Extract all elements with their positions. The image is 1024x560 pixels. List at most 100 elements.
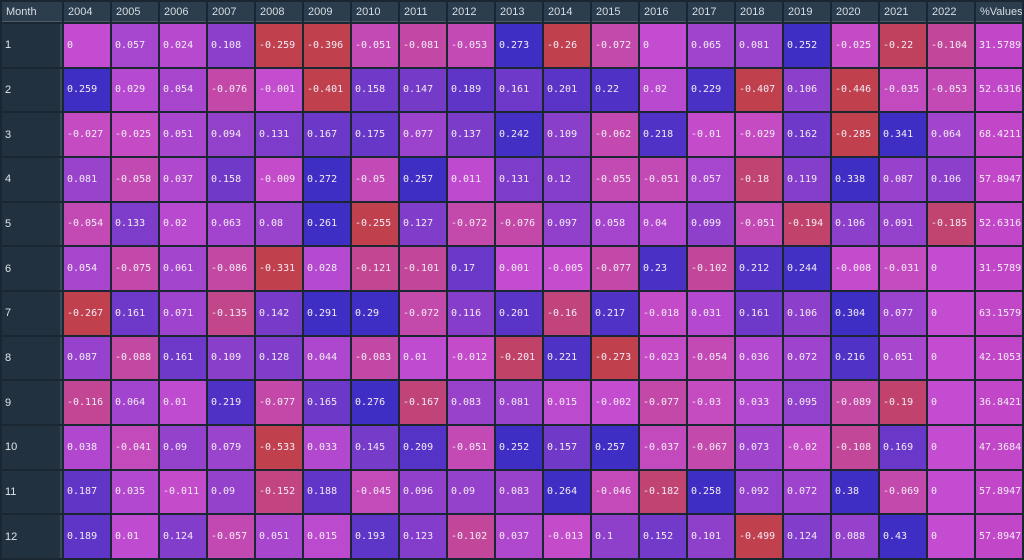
table-row[interactable]: 12 0.189 0.01 0.124 -0.057 0.051 0.015 0.193 0.1… [2, 515, 1022, 558]
value-cell[interactable]: 0.272 [304, 157, 350, 201]
value-cell[interactable]: 0.065 [688, 24, 734, 67]
table-row[interactable]: 2 0.259 0.029 0.054 -0.076 -0.001 -0.401 0.158 0… [2, 68, 1022, 112]
table-row[interactable]: 4 0.081 -0.058 0.037 0.158 -0.009 0.272 -0.05 0.… [2, 157, 1022, 201]
value-cell[interactable]: 0.033 [736, 381, 782, 424]
value-cell[interactable]: -0.012 [448, 336, 494, 380]
value-cell[interactable]: -0.18 [736, 157, 782, 201]
value-cell[interactable]: 0.106 [928, 157, 974, 201]
value-cell[interactable]: -0.259 [256, 24, 302, 67]
value-cell[interactable]: 0.038 [64, 425, 110, 469]
value-cell[interactable]: 0.011 [448, 157, 494, 201]
value-cell[interactable]: -0.19 [880, 381, 926, 424]
value-cell[interactable]: 0.033 [304, 425, 350, 469]
value-cell[interactable]: 0.079 [208, 425, 254, 469]
value-cell[interactable]: -0.025 [112, 113, 158, 156]
value-cell[interactable]: 0.044 [304, 336, 350, 380]
value-cell[interactable]: -0.054 [688, 336, 734, 380]
pct-positive-cell[interactable]: 68.4211 [976, 113, 1022, 156]
value-cell[interactable]: 0.087 [64, 336, 110, 380]
value-cell[interactable]: -0.005 [544, 247, 590, 290]
value-cell[interactable]: 0.077 [400, 113, 446, 156]
table-row[interactable]: 10 0.038 -0.041 0.09 0.079 -0.533 0.033 0.145 0.… [2, 425, 1022, 469]
value-cell[interactable]: 0.037 [496, 515, 542, 558]
column-header-year[interactable]: 2021 [880, 2, 926, 22]
value-cell[interactable]: 0 [928, 247, 974, 290]
value-cell[interactable]: -0.076 [208, 68, 254, 112]
value-cell[interactable]: -0.116 [64, 381, 110, 424]
value-cell[interactable]: 0.064 [928, 113, 974, 156]
value-cell[interactable]: 0.095 [784, 381, 830, 424]
column-header-year[interactable]: 2014 [544, 2, 590, 22]
value-cell[interactable]: -0.089 [832, 381, 878, 424]
value-cell[interactable]: 0.091 [880, 202, 926, 246]
column-header-year[interactable]: 2006 [160, 2, 206, 22]
value-cell[interactable]: 0.087 [880, 157, 926, 201]
value-cell[interactable]: 0.088 [832, 515, 878, 558]
value-cell[interactable]: 0.02 [640, 68, 686, 112]
value-cell[interactable]: 0.061 [160, 247, 206, 290]
table-row[interactable]: 7 -0.267 0.161 0.071 -0.135 0.142 0.291 0.29 -0.… [2, 291, 1022, 335]
value-cell[interactable]: 0 [64, 24, 110, 67]
value-cell[interactable]: 0.04 [640, 202, 686, 246]
value-cell[interactable]: -0.027 [64, 113, 110, 156]
value-cell[interactable]: -0.051 [736, 202, 782, 246]
value-cell[interactable]: 0 [928, 381, 974, 424]
value-cell[interactable]: -0.407 [736, 68, 782, 112]
column-header-year[interactable]: 2022 [928, 2, 974, 22]
value-cell[interactable]: 0.081 [736, 24, 782, 67]
value-cell[interactable]: 0.264 [544, 470, 590, 514]
value-cell[interactable]: -0.009 [256, 157, 302, 201]
value-cell[interactable]: 0.094 [208, 113, 254, 156]
value-cell[interactable]: -0.029 [736, 113, 782, 156]
value-cell[interactable]: 0.083 [448, 381, 494, 424]
value-cell[interactable]: 0.106 [832, 202, 878, 246]
value-cell[interactable]: 0.01 [112, 515, 158, 558]
value-cell[interactable]: 0.051 [256, 515, 302, 558]
value-cell[interactable]: 0.063 [208, 202, 254, 246]
pct-positive-cell[interactable]: 52.6316 [976, 68, 1022, 112]
value-cell[interactable]: 0.073 [736, 425, 782, 469]
value-cell[interactable]: 0.083 [496, 470, 542, 514]
value-cell[interactable]: 0.096 [400, 470, 446, 514]
value-cell[interactable]: 0 [928, 336, 974, 380]
value-cell[interactable]: 0.124 [160, 515, 206, 558]
value-cell[interactable]: -0.077 [256, 381, 302, 424]
value-cell[interactable]: 0.071 [160, 291, 206, 335]
value-cell[interactable]: -0.069 [880, 470, 926, 514]
value-cell[interactable]: 0.081 [496, 381, 542, 424]
value-cell[interactable]: -0.182 [640, 470, 686, 514]
value-cell[interactable]: 0.054 [160, 68, 206, 112]
value-cell[interactable]: 0.099 [688, 202, 734, 246]
value-cell[interactable]: -0.041 [112, 425, 158, 469]
value-cell[interactable]: 0.22 [592, 68, 638, 112]
value-cell[interactable]: 0 [928, 470, 974, 514]
table-row[interactable]: 5 -0.054 0.133 0.02 0.063 0.08 0.261 -0.255 0.12… [2, 202, 1022, 246]
value-cell[interactable]: 0.29 [352, 291, 398, 335]
table-row[interactable]: 8 0.087 -0.088 0.161 0.109 0.128 0.044 -0.083 0.… [2, 336, 1022, 380]
value-cell[interactable]: -0.101 [400, 247, 446, 290]
pct-positive-cell[interactable]: 57.8947 [976, 470, 1022, 514]
value-cell[interactable]: 0.218 [640, 113, 686, 156]
column-header-year[interactable]: 2009 [304, 2, 350, 22]
value-cell[interactable]: 0.072 [784, 470, 830, 514]
value-cell[interactable]: -0.499 [736, 515, 782, 558]
value-cell[interactable]: -0.194 [784, 202, 830, 246]
pct-positive-cell[interactable]: 47.3684 [976, 425, 1022, 469]
column-header-month[interactable]: Month [2, 2, 62, 22]
value-cell[interactable]: -0.037 [640, 425, 686, 469]
value-cell[interactable]: -0.002 [592, 381, 638, 424]
value-cell[interactable]: 0.261 [304, 202, 350, 246]
value-cell[interactable]: 0.201 [496, 291, 542, 335]
pct-positive-cell[interactable]: 31.5789 [976, 247, 1022, 290]
value-cell[interactable]: 0.201 [544, 68, 590, 112]
value-cell[interactable]: 0.09 [160, 425, 206, 469]
value-cell[interactable]: 0.257 [400, 157, 446, 201]
value-cell[interactable]: -0.088 [112, 336, 158, 380]
value-cell[interactable]: -0.025 [832, 24, 878, 67]
value-cell[interactable]: -0.16 [544, 291, 590, 335]
value-cell[interactable]: -0.104 [928, 24, 974, 67]
value-cell[interactable]: -0.22 [880, 24, 926, 67]
value-cell[interactable]: 0.189 [64, 515, 110, 558]
value-cell[interactable]: 0.257 [592, 425, 638, 469]
value-cell[interactable]: 0.057 [688, 157, 734, 201]
